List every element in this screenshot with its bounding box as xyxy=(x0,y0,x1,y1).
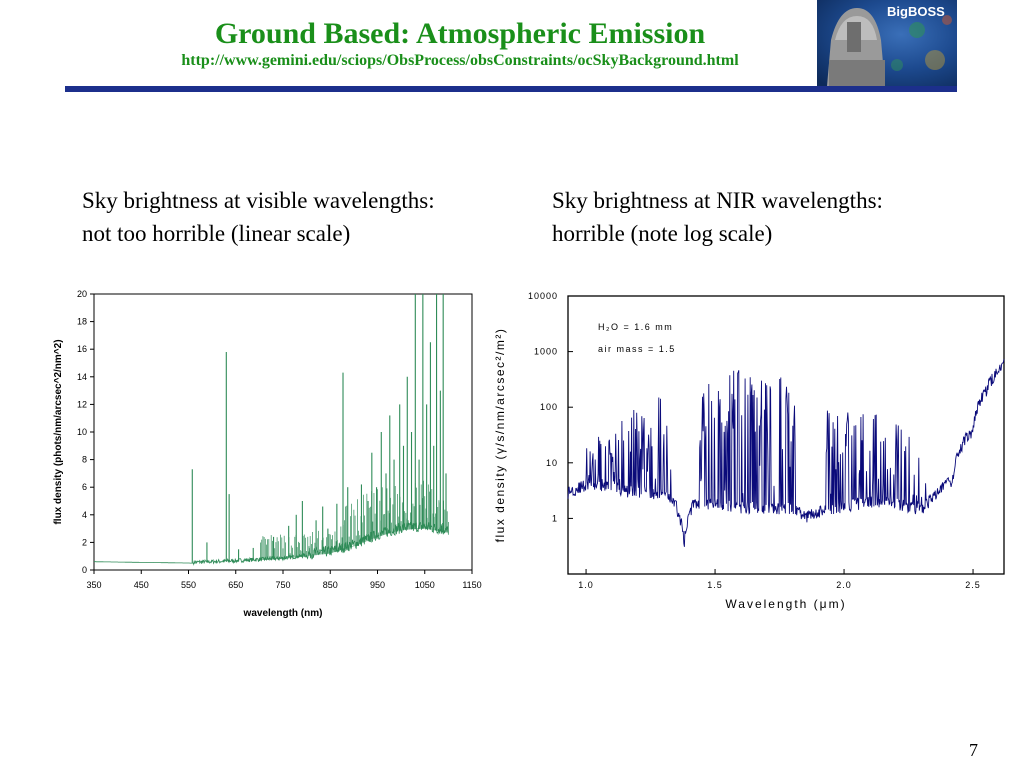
caption-visible: Sky brightness at visible wavelengths: n… xyxy=(82,184,522,250)
nir-y-tick-label: 10 xyxy=(546,458,558,468)
visible-x-tick-label: 1150 xyxy=(462,580,481,590)
title-rule xyxy=(65,86,957,92)
caption-visible-line2: not too horrible (linear scale) xyxy=(82,221,351,246)
nir-x-tick-label: 1.0 xyxy=(578,580,594,590)
visible-x-tick-label: 350 xyxy=(86,580,101,590)
visible-y-tick-label: 6 xyxy=(82,482,87,492)
caption-nir-line1: Sky brightness at NIR wavelengths: xyxy=(552,188,883,213)
nir-y-tick-label: 1000 xyxy=(534,347,558,357)
caption-nir: Sky brightness at NIR wavelengths: horri… xyxy=(552,184,992,250)
bigboss-logo: BigBOSS xyxy=(817,0,957,86)
logo-text: BigBOSS xyxy=(887,4,945,19)
nir-sky-chart: 1.0 1.5 2.0 2.5 1 10 100 1000 10000 Wavelength (μ… xyxy=(480,282,1020,637)
nir-x-tick-label: 2.5 xyxy=(965,580,981,590)
nir-annotation: H₂O = 1.6 mm xyxy=(598,322,673,332)
visible-sky-chart-svg: 350 450 550 650 750 850 950 1050 1150 0 2 4 6 8 10 12 14… xyxy=(53,289,482,619)
nir-x-tick-label: 2.0 xyxy=(836,580,852,590)
nir-y-tick-label: 10000 xyxy=(528,291,558,301)
nir-plot-frame xyxy=(567,295,1005,575)
visible-y-tick-label: 14 xyxy=(77,372,87,382)
nir-spectrum-line xyxy=(567,359,1005,547)
visible-x-tick-label: 550 xyxy=(181,580,196,590)
visible-y-tick-label: 20 xyxy=(77,289,87,299)
visible-sky-chart: 350 450 550 650 750 850 950 1050 1150 0 2 4 6 8 10 12 14… xyxy=(44,282,494,627)
visible-y-tick-label: 16 xyxy=(77,344,87,354)
visible-y-tick-label: 10 xyxy=(77,427,87,437)
visible-x-axis-label: wavelength (nm) xyxy=(243,608,323,619)
caption-nir-line2: horrible (note log scale) xyxy=(552,221,773,246)
nir-annotation: air mass = 1.5 xyxy=(598,344,676,354)
page-number: 7 xyxy=(969,740,978,760)
visible-x-tick-label: 1050 xyxy=(415,580,435,590)
nir-sky-chart-svg: 1.0 1.5 2.0 2.5 1 10 100 1000 10000 Wavelength (μ… xyxy=(493,291,1005,611)
visible-y-tick-label: 0 xyxy=(82,565,87,575)
nir-y-axis-label: flux density (γ/s/nm/arcsec²/m²) xyxy=(493,328,507,543)
caption-visible-line1: Sky brightness at visible wavelengths: xyxy=(82,188,435,213)
slide-title: Ground Based: Atmospheric Emission xyxy=(214,17,706,50)
nir-x-tick-label: 1.5 xyxy=(707,580,723,590)
visible-y-tick-label: 12 xyxy=(77,399,87,409)
visible-y-tick-label: 8 xyxy=(82,455,87,465)
source-url: http://www.gemini.edu/sciops/ObsProcess/… xyxy=(181,52,739,69)
visible-x-tick-label: 450 xyxy=(134,580,149,590)
nir-y-tick-label: 100 xyxy=(540,402,558,412)
visible-y-axis-label: flux density (phots/nm/arcsec^2/nm^2) xyxy=(53,339,64,524)
visible-x-tick-label: 850 xyxy=(323,580,338,590)
visible-x-tick-label: 650 xyxy=(228,580,243,590)
visible-x-tick-label: 750 xyxy=(275,580,290,590)
visible-y-tick-label: 2 xyxy=(82,537,87,547)
visible-y-tick-label: 18 xyxy=(77,317,87,327)
visible-x-tick-label: 950 xyxy=(370,580,385,590)
visible-y-tick-label: 4 xyxy=(82,510,87,520)
logo-image: BigBOSS xyxy=(817,0,957,86)
nir-x-axis-label: Wavelength (μm) xyxy=(725,597,846,611)
nir-y-tick-label: 1 xyxy=(552,513,558,523)
